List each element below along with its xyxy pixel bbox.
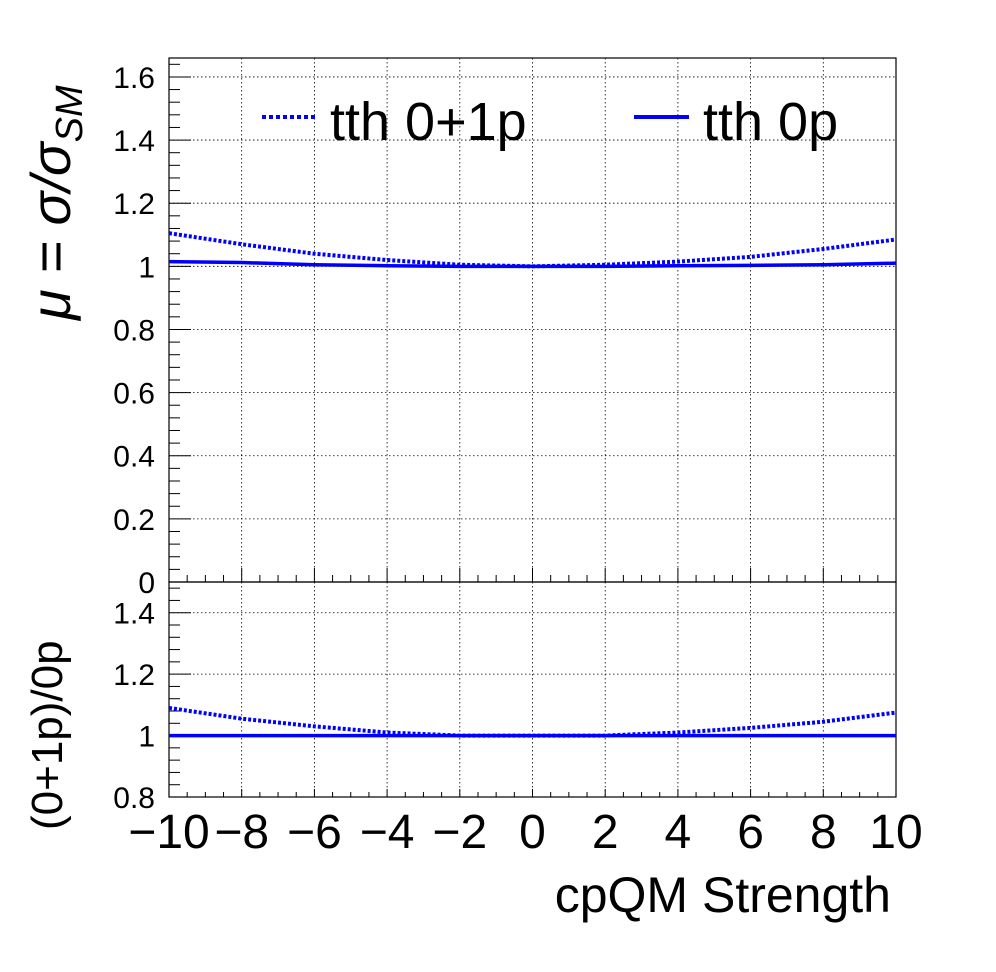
x-tick-label: 4 xyxy=(665,806,692,859)
x-tick-label: 6 xyxy=(737,806,764,859)
x-tick-label: 0 xyxy=(519,806,546,859)
x-tick-label: −8 xyxy=(214,806,269,859)
ratio-y-tick-label: 1.2 xyxy=(113,659,155,692)
main-y-tick-label: 0.8 xyxy=(113,314,155,347)
legend-label-0p: tth 0p xyxy=(703,92,838,152)
main-series-tth-0p-line xyxy=(168,259,897,269)
x-tick-label: 10 xyxy=(869,806,922,859)
main-y-tick-label: 0 xyxy=(138,567,155,600)
main-y-tick-label: 1.2 xyxy=(113,188,155,221)
main-y-axis-title-text: μ = σ/σ xyxy=(19,140,82,322)
x-tick-label: −6 xyxy=(287,806,342,859)
x-tick-label: 8 xyxy=(810,806,837,859)
main-y-axis-title-subscript: SM xyxy=(49,85,91,142)
main-y-tick-label: 1.4 xyxy=(113,125,155,158)
main-y-axis-title: μ = σ/σSM xyxy=(19,85,91,322)
main-y-tick-label: 0.6 xyxy=(113,378,155,411)
x-tick-label: −10 xyxy=(128,806,209,859)
main-y-tick-label: 0.4 xyxy=(113,441,155,474)
main-y-tick-label: 1 xyxy=(138,251,155,284)
main-y-tick-label: 1.6 xyxy=(113,62,155,95)
ratio-y-tick-label: 1 xyxy=(138,721,155,754)
x-tick-label: 2 xyxy=(592,806,619,859)
x-tick-label: −2 xyxy=(432,806,487,859)
legend: tth 0+1p tth 0p xyxy=(262,92,838,152)
main-panel: 0 0.2 0.4 0.6 0.8 1 1.2 1.4 1.6 xyxy=(113,57,897,600)
ratio-panel: 0.8 1 1.2 1.4 −10 −8 −6 −4 −2 0 2 4 6 8 10 xyxy=(113,581,923,859)
x-tick-label: −4 xyxy=(360,806,415,859)
x-axis-title: cpQM Strength xyxy=(555,867,891,923)
legend-label-0p1: tth 0+1p xyxy=(330,92,527,152)
main-y-tick-label: 0.2 xyxy=(113,504,155,537)
ratio-y-tick-label: 1.4 xyxy=(113,598,155,631)
ratio-y-tick-label: 0.8 xyxy=(113,782,155,815)
ratio-y-axis-title: (0+1p)/0p xyxy=(23,640,72,830)
